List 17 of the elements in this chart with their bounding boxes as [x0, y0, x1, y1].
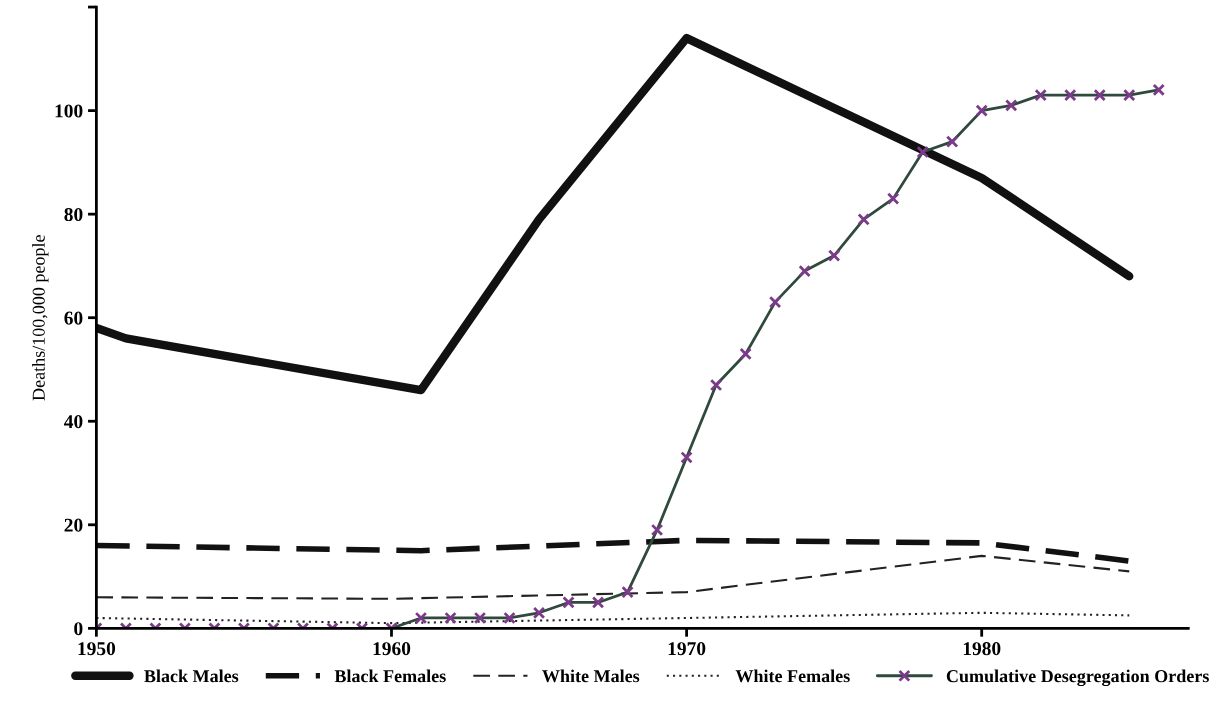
y-tick-label: 40: [64, 415, 83, 429]
legend-label: Cumulative Desegregation Orders: [946, 669, 1209, 687]
y-tick-label: 0: [74, 622, 83, 636]
y-tick-label: 20: [64, 518, 83, 532]
line-series: [96, 554, 1131, 600]
y-tick-label: 60: [64, 311, 83, 325]
y-tick-label: 80: [64, 207, 83, 222]
y-tick-label: 100: [55, 104, 83, 118]
legend-label: White Males: [542, 669, 640, 683]
x-tick-label: 1980: [963, 642, 1001, 656]
x-tick-label: 1970: [668, 642, 706, 656]
legend-label: White Females: [735, 669, 850, 683]
x-tick-label: 1950: [78, 642, 116, 656]
y-axis-title: Deaths/100,000 people: [32, 235, 49, 401]
legend-label: Black Females: [334, 669, 446, 683]
legend-label: Black Males: [144, 669, 239, 683]
x-tick-label: 1960: [373, 642, 411, 656]
